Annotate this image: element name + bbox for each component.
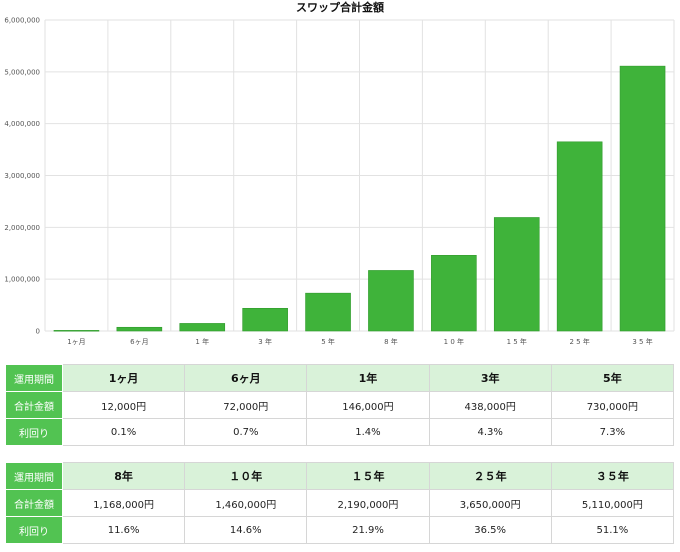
y-tick-label: 2,000,000: [4, 224, 40, 232]
amount-cell: 72,000円: [184, 391, 308, 419]
x-tick-label: 1ヶ月: [67, 338, 85, 346]
yield-cell: 21.9%: [306, 516, 430, 544]
period-cell: 1ヶ月: [61, 364, 186, 392]
y-tick-label: 1,000,000: [4, 276, 40, 284]
amount-cell: 730,000円: [550, 391, 675, 419]
x-tick-label: 1 5 年: [507, 337, 527, 346]
row-label-yield: 利回り: [5, 516, 63, 544]
yield-row: 利回り 0.1% 0.7% 1.4% 4.3% 7.3%: [5, 418, 675, 446]
period-cell: 6ヶ月: [184, 364, 308, 392]
amount-cell: 12,000円: [61, 391, 186, 419]
chart-title: スワップ合計金額: [296, 0, 384, 14]
bar: [368, 270, 414, 332]
yield-cell: 4.3%: [428, 418, 552, 446]
x-tick-label: 1 0 年: [444, 337, 464, 346]
amount-row: 合計金額 12,000円 72,000円 146,000円 438,000円 7…: [5, 391, 675, 419]
period-cell: 3年: [428, 364, 552, 392]
stats-table-2: 運用期間 8年 １０年 １５年 ２５年 ３５年 合計金額 1,168,000円 …: [5, 462, 675, 544]
bar: [556, 141, 603, 332]
x-tick-label: 3 年: [258, 337, 272, 346]
row-label-period: 運用期間: [5, 462, 63, 490]
grid-lines: [44, 19, 675, 332]
y-axis-ticks: 0 1,000,000 2,000,000 3,000,000 4,000,000 5,0…: [4, 17, 40, 336]
x-axis-ticks: 1ヶ月 6ヶ月 1 年 3 年 5 年 8 年 1 0 年 1 5 年 2 5 年 3 5 年: [67, 337, 653, 346]
period-row: 運用期間 8年 １０年 １５年 ２５年 ３５年: [5, 462, 675, 490]
y-tick-label: 0: [36, 328, 40, 336]
bar: [242, 307, 288, 332]
amount-row: 合計金額 1,168,000円 1,460,000円 2,190,000円 3,…: [5, 489, 675, 517]
bar: [53, 330, 100, 332]
x-tick-label: 5 年: [321, 337, 335, 346]
bar: [431, 255, 477, 332]
yield-cell: 1.4%: [306, 418, 430, 446]
yield-cell: 51.1%: [550, 516, 675, 544]
y-tick-label: 4,000,000: [4, 120, 40, 128]
period-cell: ２５年: [428, 462, 552, 490]
yield-cell: 0.7%: [184, 418, 308, 446]
period-cell: 1年: [306, 364, 430, 392]
y-tick-label: 3,000,000: [4, 172, 40, 180]
period-cell: １０年: [184, 462, 308, 490]
bar: [116, 326, 163, 332]
period-cell: １５年: [306, 462, 430, 490]
period-cell: 5年: [550, 364, 675, 392]
stats-table-1: 運用期間 1ヶ月 6ヶ月 1年 3年 5年 合計金額 12,000円 72,00…: [5, 364, 675, 446]
yield-cell: 14.6%: [184, 516, 308, 544]
yield-cell: 7.3%: [550, 418, 675, 446]
yield-cell: 0.1%: [61, 418, 186, 446]
amount-cell: 438,000円: [428, 391, 552, 419]
amount-cell: 3,650,000円: [428, 489, 552, 517]
yield-cell: 11.6%: [61, 516, 186, 544]
y-tick-label: 5,000,000: [4, 68, 40, 76]
x-tick-label: 8 年: [384, 337, 398, 346]
swap-total-chart: スワップ合計金額 0 1,000,000 2,000,000 3,000,000 4,0…: [4, 0, 675, 346]
bars: [53, 65, 666, 332]
bar-chart-svg: スワップ合計金額 0 1,000,000 2,000,000 3,000,000 4,0…: [4, 0, 675, 346]
row-label-period: 運用期間: [5, 364, 63, 392]
bar: [305, 292, 351, 332]
row-label-yield: 利回り: [5, 418, 63, 446]
period-cell: ３５年: [550, 462, 675, 490]
amount-cell: 1,460,000円: [184, 489, 308, 517]
x-tick-label: 2 5 年: [569, 337, 589, 346]
bar: [179, 323, 226, 332]
amount-cell: 5,110,000円: [550, 489, 675, 517]
amount-cell: 1,168,000円: [61, 489, 186, 517]
row-label-amount: 合計金額: [5, 489, 63, 517]
x-tick-label: 3 5 年: [632, 337, 652, 346]
bar: [493, 217, 540, 332]
x-tick-label: 6ヶ月: [130, 338, 148, 346]
row-label-amount: 合計金額: [5, 391, 63, 419]
y-tick-label: 6,000,000: [4, 17, 40, 25]
period-row: 運用期間 1ヶ月 6ヶ月 1年 3年 5年: [5, 364, 675, 392]
amount-cell: 2,190,000円: [306, 489, 430, 517]
amount-cell: 146,000円: [306, 391, 430, 419]
bar: [619, 65, 666, 332]
x-tick-label: 1 年: [195, 337, 209, 346]
yield-cell: 36.5%: [428, 516, 552, 544]
yield-row: 利回り 11.6% 14.6% 21.9% 36.5% 51.1%: [5, 516, 675, 544]
period-cell: 8年: [61, 462, 186, 490]
